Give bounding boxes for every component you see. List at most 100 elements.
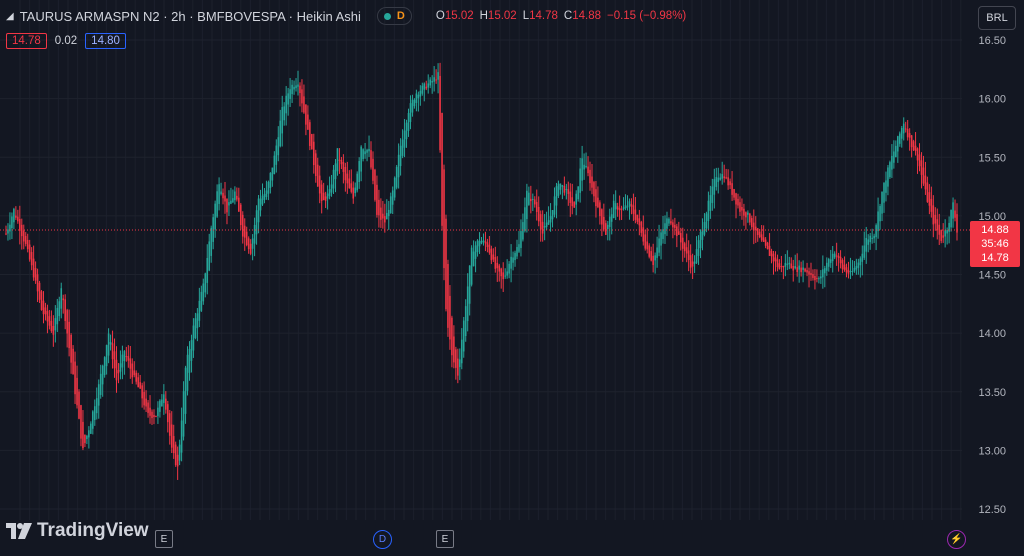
candle-body xyxy=(825,262,828,271)
candle-body xyxy=(928,192,931,206)
candle-body xyxy=(824,268,826,274)
candle-body xyxy=(257,198,260,223)
candle-body xyxy=(182,391,185,437)
candle-body xyxy=(786,263,789,265)
y-tick-label: 16.50 xyxy=(978,35,1006,47)
candle-body xyxy=(672,222,674,228)
currency-button[interactable]: BRL xyxy=(978,6,1016,30)
candle-body xyxy=(608,216,611,227)
candle-body xyxy=(624,205,627,209)
candle-body xyxy=(372,158,374,181)
candle-body xyxy=(644,234,647,249)
candle-body xyxy=(421,85,424,94)
candle-body xyxy=(350,183,353,192)
candle-body xyxy=(74,361,76,395)
candle-body xyxy=(354,187,357,194)
candle-body xyxy=(312,141,315,166)
candle-body xyxy=(652,255,654,265)
candle-body xyxy=(954,210,956,218)
earnings-event-marker[interactable]: E xyxy=(436,530,454,548)
candle-body xyxy=(616,206,619,210)
candle-body xyxy=(790,263,793,269)
candle-body xyxy=(62,298,65,301)
candle-body xyxy=(863,245,866,258)
earnings-event-marker[interactable]: E xyxy=(155,530,173,548)
candle-body xyxy=(952,202,954,219)
candle-body xyxy=(247,238,250,250)
candle-body xyxy=(30,252,33,266)
candle-body xyxy=(330,184,333,193)
bar-countdown: 35:46 xyxy=(981,238,1009,250)
candle-body xyxy=(358,161,360,183)
candle-body xyxy=(498,265,501,272)
candle-body xyxy=(121,354,124,368)
candle-body xyxy=(133,370,136,376)
candle-body xyxy=(662,229,664,239)
candle-body xyxy=(893,151,895,163)
collapse-arrow-icon[interactable]: ◢ xyxy=(6,10,14,22)
candle-body xyxy=(760,234,763,241)
candle-body xyxy=(559,183,562,190)
candle-body xyxy=(537,206,540,222)
news-bolt-icon[interactable]: ⚡ xyxy=(947,530,966,549)
candle-body xyxy=(245,231,248,246)
candle-body xyxy=(224,195,226,202)
candle-body xyxy=(956,214,958,233)
candle-body xyxy=(220,191,222,195)
candle-body xyxy=(66,310,68,334)
dividend-event-marker[interactable]: D xyxy=(373,530,392,549)
candle-body xyxy=(847,269,850,274)
candle-body xyxy=(591,176,593,188)
candle-body xyxy=(380,207,382,220)
candle-body xyxy=(192,325,195,351)
candle-body xyxy=(376,184,378,215)
candle-body xyxy=(822,269,824,278)
candle-body xyxy=(932,205,935,225)
candle-body xyxy=(676,226,678,237)
candle-body xyxy=(387,209,390,217)
candle-body xyxy=(595,189,597,207)
candle-body xyxy=(328,189,331,197)
candle-body xyxy=(190,340,193,361)
candle-body xyxy=(585,166,587,168)
candle-body xyxy=(239,204,242,225)
candle-body xyxy=(504,275,506,277)
candle-body xyxy=(153,414,155,417)
candle-body xyxy=(719,177,722,180)
candle-body xyxy=(614,203,617,210)
market-status-pill[interactable]: D xyxy=(376,7,412,25)
tradingview-logo[interactable]: TradingView xyxy=(6,520,149,542)
market-open-dot-icon xyxy=(383,12,391,20)
candle-body xyxy=(413,99,416,107)
candle-body xyxy=(747,212,749,215)
candle-body xyxy=(749,213,751,223)
candle-body xyxy=(38,282,41,300)
candle-body xyxy=(729,181,731,186)
bid-price[interactable]: 14.78 xyxy=(6,33,47,49)
candle-body xyxy=(263,193,266,201)
ohlc-item: −0.15 (−0.98%) xyxy=(607,10,686,22)
y-tick-label: 12.50 xyxy=(978,504,1006,516)
candle-body xyxy=(634,209,637,220)
candle-body xyxy=(9,224,11,232)
candle-body xyxy=(293,86,295,90)
candle-body xyxy=(395,166,398,188)
candle-body xyxy=(918,154,921,167)
symbol-title[interactable]: TAURUS ARMASPN N2 · 2h · BMFBOVESPA · He… xyxy=(19,8,361,24)
candle-body xyxy=(403,130,406,148)
candle-body xyxy=(605,223,607,235)
candle-body xyxy=(251,238,254,249)
candle-body xyxy=(861,253,864,262)
candle-body xyxy=(658,238,660,253)
candle-body xyxy=(125,356,128,358)
candle-body xyxy=(756,228,759,236)
ask-price[interactable]: 14.80 xyxy=(85,33,126,49)
candle-body xyxy=(186,354,189,391)
candle-body xyxy=(76,377,78,406)
y-tick-label: 14.00 xyxy=(978,328,1006,340)
candle-body xyxy=(417,94,420,99)
candle-body xyxy=(259,198,262,211)
candle-body xyxy=(166,404,169,423)
candle-body xyxy=(912,141,915,151)
